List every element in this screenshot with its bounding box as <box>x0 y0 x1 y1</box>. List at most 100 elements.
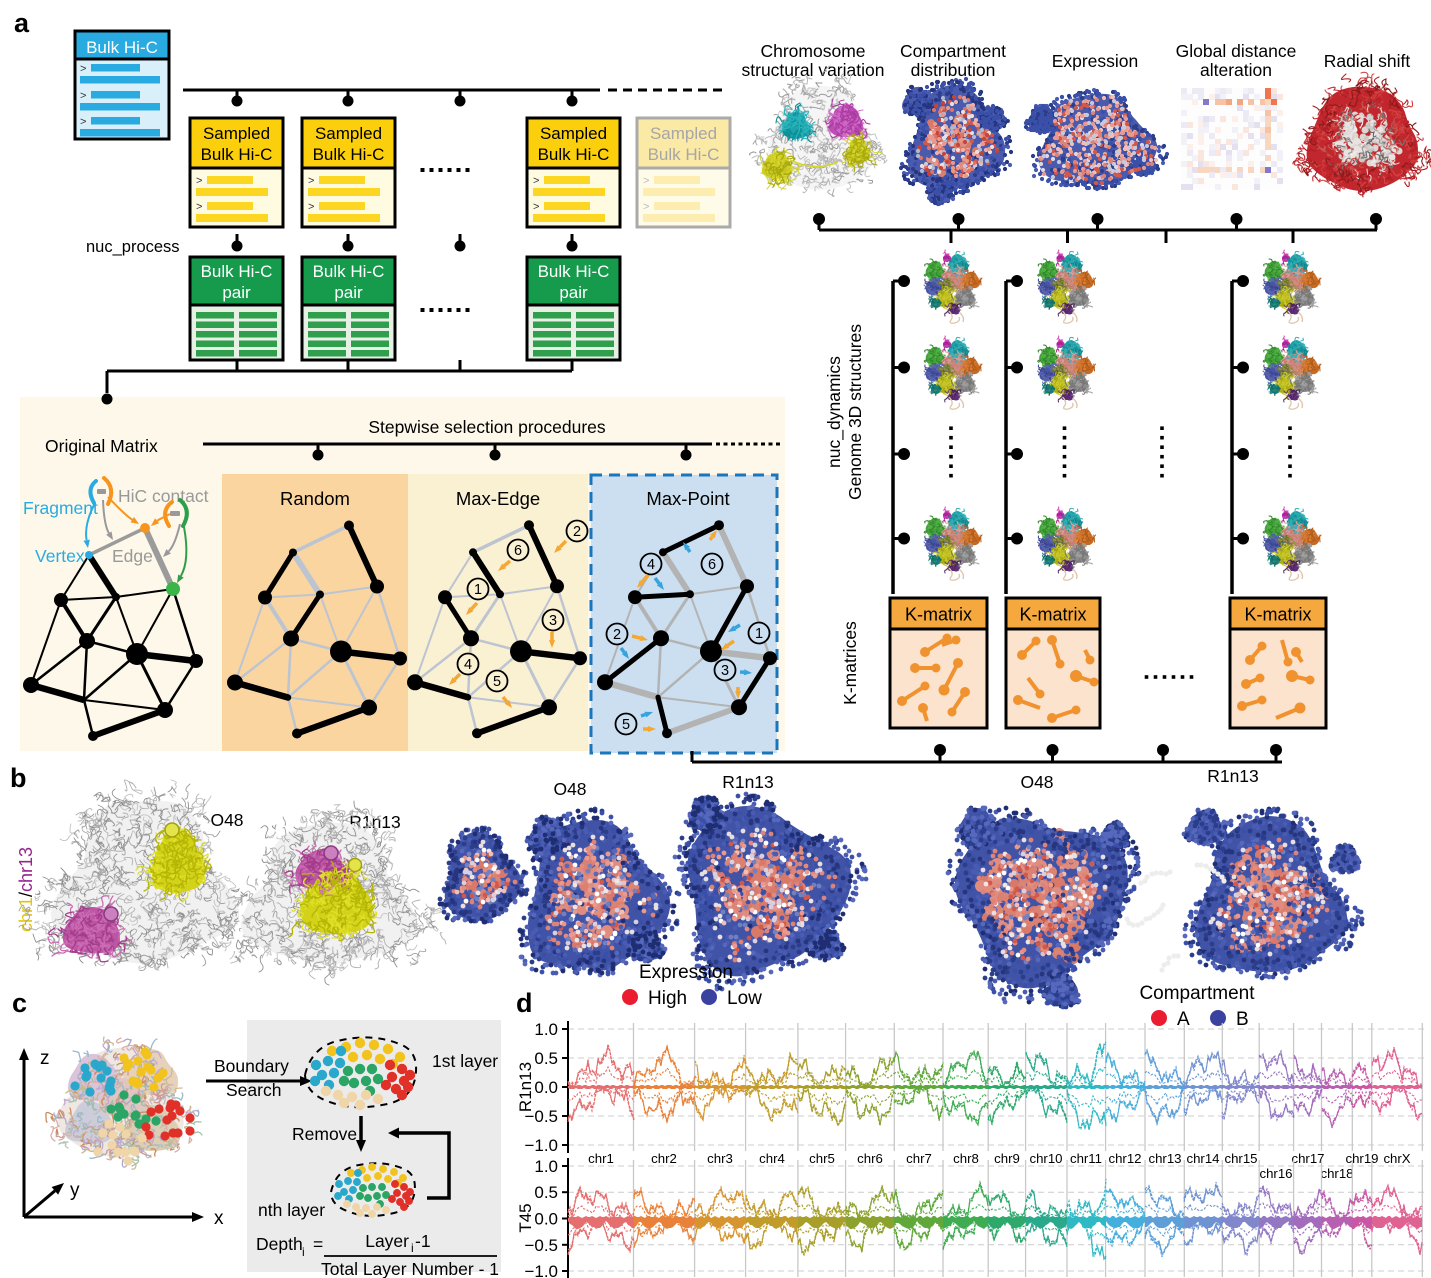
svg-text:>: > <box>533 201 539 213</box>
svg-text:b: b <box>10 763 27 793</box>
svg-text:=: = <box>313 1234 323 1254</box>
svg-text:chr11: chr11 <box>1070 1151 1102 1166</box>
svg-text:>: > <box>196 201 202 213</box>
svg-text:Bulk Hi-C: Bulk Hi-C <box>538 145 610 164</box>
svg-text:Genome 3D structures: Genome 3D structures <box>845 324 865 500</box>
svg-text:−1.0: −1.0 <box>524 1136 558 1155</box>
svg-text:Vertex: Vertex <box>35 546 85 566</box>
svg-text:4: 4 <box>464 657 472 673</box>
svg-text:Sampled: Sampled <box>650 124 717 143</box>
svg-text:chr1: chr1 <box>588 1151 614 1166</box>
svg-text:O48: O48 <box>553 779 586 799</box>
svg-text:chr15: chr15 <box>1225 1151 1258 1166</box>
svg-text:R1n13: R1n13 <box>722 772 774 792</box>
svg-text:Boundary: Boundary <box>214 1056 289 1076</box>
svg-text:chrX: chrX <box>1383 1151 1410 1166</box>
svg-text:Fragment: Fragment <box>23 498 98 518</box>
svg-text:3: 3 <box>721 663 729 679</box>
svg-text:Edge: Edge <box>112 546 153 566</box>
svg-text:structural variation: structural variation <box>742 60 885 80</box>
svg-text:Bulk Hi-C: Bulk Hi-C <box>648 145 720 164</box>
svg-text:>: > <box>196 175 202 187</box>
svg-text:Bulk Hi-C: Bulk Hi-C <box>86 38 158 57</box>
svg-text:chr5: chr5 <box>809 1151 835 1166</box>
svg-text:x: x <box>214 1208 224 1229</box>
svg-text:3: 3 <box>549 613 557 629</box>
svg-text:Total Layer Number - 1: Total Layer Number - 1 <box>321 1259 499 1278</box>
svg-text:1: 1 <box>474 582 482 598</box>
svg-text:chr16: chr16 <box>1260 1166 1293 1181</box>
svg-text:Compartment: Compartment <box>900 41 1006 61</box>
svg-text:−0.5: −0.5 <box>524 1107 558 1126</box>
svg-text:Sampled: Sampled <box>315 124 382 143</box>
svg-text:Max-Edge: Max-Edge <box>456 488 540 509</box>
svg-text:0.0: 0.0 <box>534 1078 558 1097</box>
svg-text:6: 6 <box>708 557 716 573</box>
svg-text:1st layer: 1st layer <box>432 1051 498 1071</box>
svg-text:Stepwise selection procedures: Stepwise selection procedures <box>368 417 606 437</box>
svg-text:Remove: Remove <box>292 1124 357 1144</box>
svg-text:>: > <box>643 201 649 213</box>
svg-text:chr1/chr13: chr1/chr13 <box>16 847 36 932</box>
svg-text:>: > <box>80 63 86 75</box>
svg-text:chr8: chr8 <box>953 1151 979 1166</box>
svg-text:K-matrix: K-matrix <box>1245 605 1312 625</box>
svg-text:chr13: chr13 <box>1149 1151 1182 1166</box>
svg-text:−1.0: −1.0 <box>524 1262 558 1278</box>
svg-text:A: A <box>1177 1009 1190 1030</box>
svg-text:5: 5 <box>493 674 501 690</box>
svg-text:4: 4 <box>647 557 655 573</box>
svg-text:Compartment: Compartment <box>1139 983 1255 1004</box>
svg-text:chr19: chr19 <box>1346 1151 1379 1166</box>
svg-text:5: 5 <box>622 717 630 733</box>
svg-text:Depth: Depth <box>256 1234 303 1254</box>
svg-text:>: > <box>308 175 314 187</box>
svg-text:chr2: chr2 <box>651 1151 677 1166</box>
svg-text:alteration: alteration <box>1200 60 1272 80</box>
svg-text:c: c <box>12 988 27 1018</box>
svg-text:i: i <box>411 1241 414 1255</box>
svg-text:2: 2 <box>573 524 581 540</box>
svg-text:chr3: chr3 <box>707 1151 733 1166</box>
svg-text:R1n13: R1n13 <box>516 1062 535 1112</box>
svg-text:chr18: chr18 <box>1321 1166 1354 1181</box>
svg-text:pair: pair <box>334 283 363 302</box>
svg-text:Global distance: Global distance <box>1176 41 1297 61</box>
svg-text:pair: pair <box>559 283 588 302</box>
svg-text:R1n13: R1n13 <box>349 812 401 832</box>
svg-text:T45: T45 <box>516 1203 535 1232</box>
svg-text:>: > <box>80 90 86 102</box>
svg-text:Sampled: Sampled <box>540 124 607 143</box>
svg-text:High: High <box>648 988 687 1009</box>
svg-text:distribution: distribution <box>911 60 996 80</box>
svg-text:Radial shift: Radial shift <box>1324 51 1411 71</box>
svg-text:y: y <box>70 1180 80 1201</box>
svg-text:6: 6 <box>514 543 522 559</box>
svg-text:2: 2 <box>613 627 621 643</box>
svg-text:d: d <box>516 988 533 1018</box>
svg-text:Sampled: Sampled <box>203 124 270 143</box>
svg-text:chr7: chr7 <box>906 1151 932 1166</box>
svg-text:chr9: chr9 <box>994 1151 1020 1166</box>
svg-text:Chromosome: Chromosome <box>760 41 865 61</box>
svg-text:K-matrix: K-matrix <box>1020 605 1087 625</box>
svg-text:Bulk Hi-C: Bulk Hi-C <box>313 262 385 281</box>
svg-text:>: > <box>308 201 314 213</box>
svg-text:chr17: chr17 <box>1292 1151 1325 1166</box>
svg-text:nuc_dynamics: nuc_dynamics <box>824 356 845 468</box>
svg-text:1: 1 <box>755 626 763 642</box>
svg-text:Bulk Hi-C: Bulk Hi-C <box>538 262 610 281</box>
svg-text:K-matrices: K-matrices <box>840 621 860 705</box>
svg-text:Max-Point: Max-Point <box>646 488 729 509</box>
svg-text:B: B <box>1236 1009 1249 1030</box>
svg-text:Random: Random <box>280 488 350 509</box>
svg-text:Expression: Expression <box>639 962 733 983</box>
svg-text:>: > <box>533 175 539 187</box>
svg-text:Bulk Hi-C: Bulk Hi-C <box>201 145 273 164</box>
svg-text:a: a <box>14 8 30 38</box>
svg-text:i: i <box>302 1245 305 1259</box>
svg-text:0.5: 0.5 <box>534 1049 558 1068</box>
svg-text:0.0: 0.0 <box>534 1210 558 1229</box>
svg-text:O48: O48 <box>210 810 243 830</box>
svg-text:Low: Low <box>727 988 762 1009</box>
